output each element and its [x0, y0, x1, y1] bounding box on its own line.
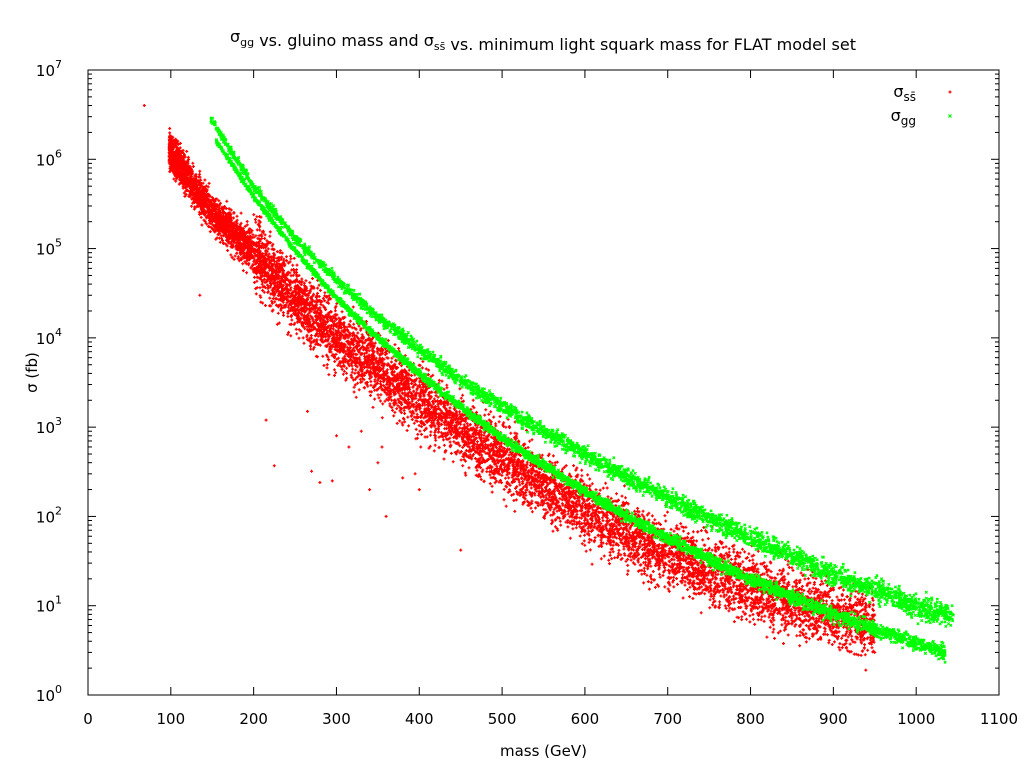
x-axis-label: mass (GeV): [500, 742, 587, 760]
series-squark: [142, 104, 877, 672]
y-tick-label: 107: [36, 58, 62, 80]
x-tick-label: 900: [819, 710, 848, 728]
legend-marker-squark: [948, 90, 952, 94]
x-tick-label: 800: [736, 710, 765, 728]
x-tick-label: 600: [571, 710, 600, 728]
x-tick-label: 1100: [980, 710, 1018, 728]
x-tick-label: 500: [488, 710, 517, 728]
x-tick-label: 100: [156, 710, 185, 728]
legend-label: σgg: [891, 106, 916, 128]
y-tick-label: 103: [36, 415, 62, 437]
y-axis-label: σ (fb): [23, 352, 41, 393]
chart-title: σgg vs. gluino mass and σss̄ vs. minimum…: [230, 27, 856, 54]
x-tick-label: 300: [322, 710, 351, 728]
y-tick-label: 104: [36, 326, 62, 348]
axis-ticks: 0 100 200 300 400 500 600 700 800 900 1000 1100 100 1…: [36, 58, 1018, 728]
x-tick-label: 400: [405, 710, 434, 728]
x-tick-label: 700: [653, 710, 682, 728]
series-gluino: [209, 116, 955, 664]
y-tick-label: 102: [36, 504, 62, 526]
x-tick-label: 200: [239, 710, 268, 728]
x-tick-label: 0: [83, 710, 93, 728]
data-points: [142, 104, 955, 672]
series-squark-points: [142, 104, 877, 672]
series-gluino-points: [209, 116, 955, 664]
y-tick-label: 101: [36, 594, 62, 616]
y-tick-label: 100: [36, 683, 62, 705]
y-tick-label: 106: [36, 147, 62, 169]
legend: σss̄σgg: [891, 82, 952, 128]
title-text: σgg vs. gluino mass and σss̄ vs. minimum…: [230, 27, 856, 54]
plot-frame: [87, 69, 1000, 696]
legend-marker-gluino: [948, 114, 952, 118]
legend-label: σss̄: [893, 82, 916, 104]
x-tick-label: 1000: [897, 710, 935, 728]
y-tick-label: 105: [36, 237, 62, 259]
